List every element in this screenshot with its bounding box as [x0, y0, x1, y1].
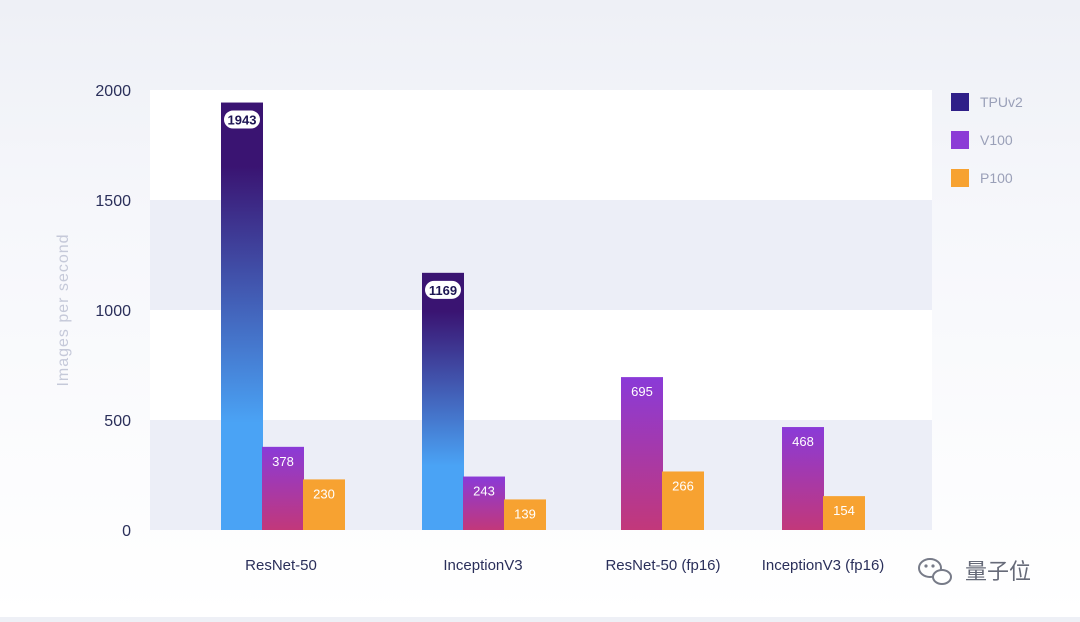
y-tick-label: 0: [122, 523, 131, 540]
legend-swatch: [951, 131, 969, 149]
bar-tpu: [422, 272, 464, 530]
data-label: 243: [473, 484, 495, 499]
data-label: 468: [792, 434, 814, 449]
y-tick-label: 1500: [95, 193, 131, 210]
bar-v100: [262, 446, 304, 530]
bar-v100: [782, 427, 824, 530]
y-tick-label: 500: [104, 413, 131, 430]
bars: 1943 378 230 1169 243 139 695 266 468 154: [221, 102, 865, 530]
y-axis: 0 500 1000 1500 2000: [95, 83, 131, 540]
data-label: 1169: [429, 283, 457, 298]
grid-band: [150, 90, 932, 200]
legend-swatch: [951, 93, 969, 111]
data-label: 378: [272, 454, 294, 469]
bar-tpu: [221, 102, 263, 530]
bar-p100: [823, 496, 865, 530]
grid-band: [150, 200, 932, 310]
legend: TPUv2 V100 P100: [951, 93, 1023, 187]
legend-label: V100: [980, 132, 1013, 148]
data-label: 266: [672, 478, 694, 493]
watermark: 量子位: [918, 558, 1031, 585]
y-axis-label: Images per second: [55, 233, 72, 386]
legend-label: TPUv2: [980, 94, 1023, 110]
watermark-text: 量子位: [965, 560, 1031, 585]
x-axis: ResNet-50 InceptionV3 ResNet-50 (fp16) Ince…: [245, 557, 884, 574]
value-pill: [425, 280, 461, 299]
x-tick-label: InceptionV3: [443, 557, 522, 574]
bar-p100: [662, 471, 704, 530]
value-pill: [224, 110, 260, 129]
wechat-logo-icon: [918, 558, 952, 585]
bar-p100: [504, 499, 546, 530]
x-tick-label: InceptionV3 (fp16): [762, 557, 885, 574]
data-label: 230: [313, 486, 335, 501]
bar-v100: [463, 476, 505, 530]
y-tick-label: 2000: [95, 83, 131, 100]
data-label: 154: [833, 503, 855, 518]
grid-band: [150, 310, 932, 420]
data-label: 139: [514, 506, 536, 521]
x-tick-label: ResNet-50 (fp16): [605, 557, 720, 574]
x-tick-label: ResNet-50: [245, 557, 317, 574]
legend-swatch: [951, 169, 969, 187]
bar-p100: [303, 479, 345, 530]
legend-label: P100: [980, 170, 1013, 186]
data-label: 1943: [228, 113, 257, 128]
data-label: 695: [631, 384, 653, 399]
y-tick-label: 1000: [95, 303, 131, 320]
bar-v100: [621, 377, 663, 530]
